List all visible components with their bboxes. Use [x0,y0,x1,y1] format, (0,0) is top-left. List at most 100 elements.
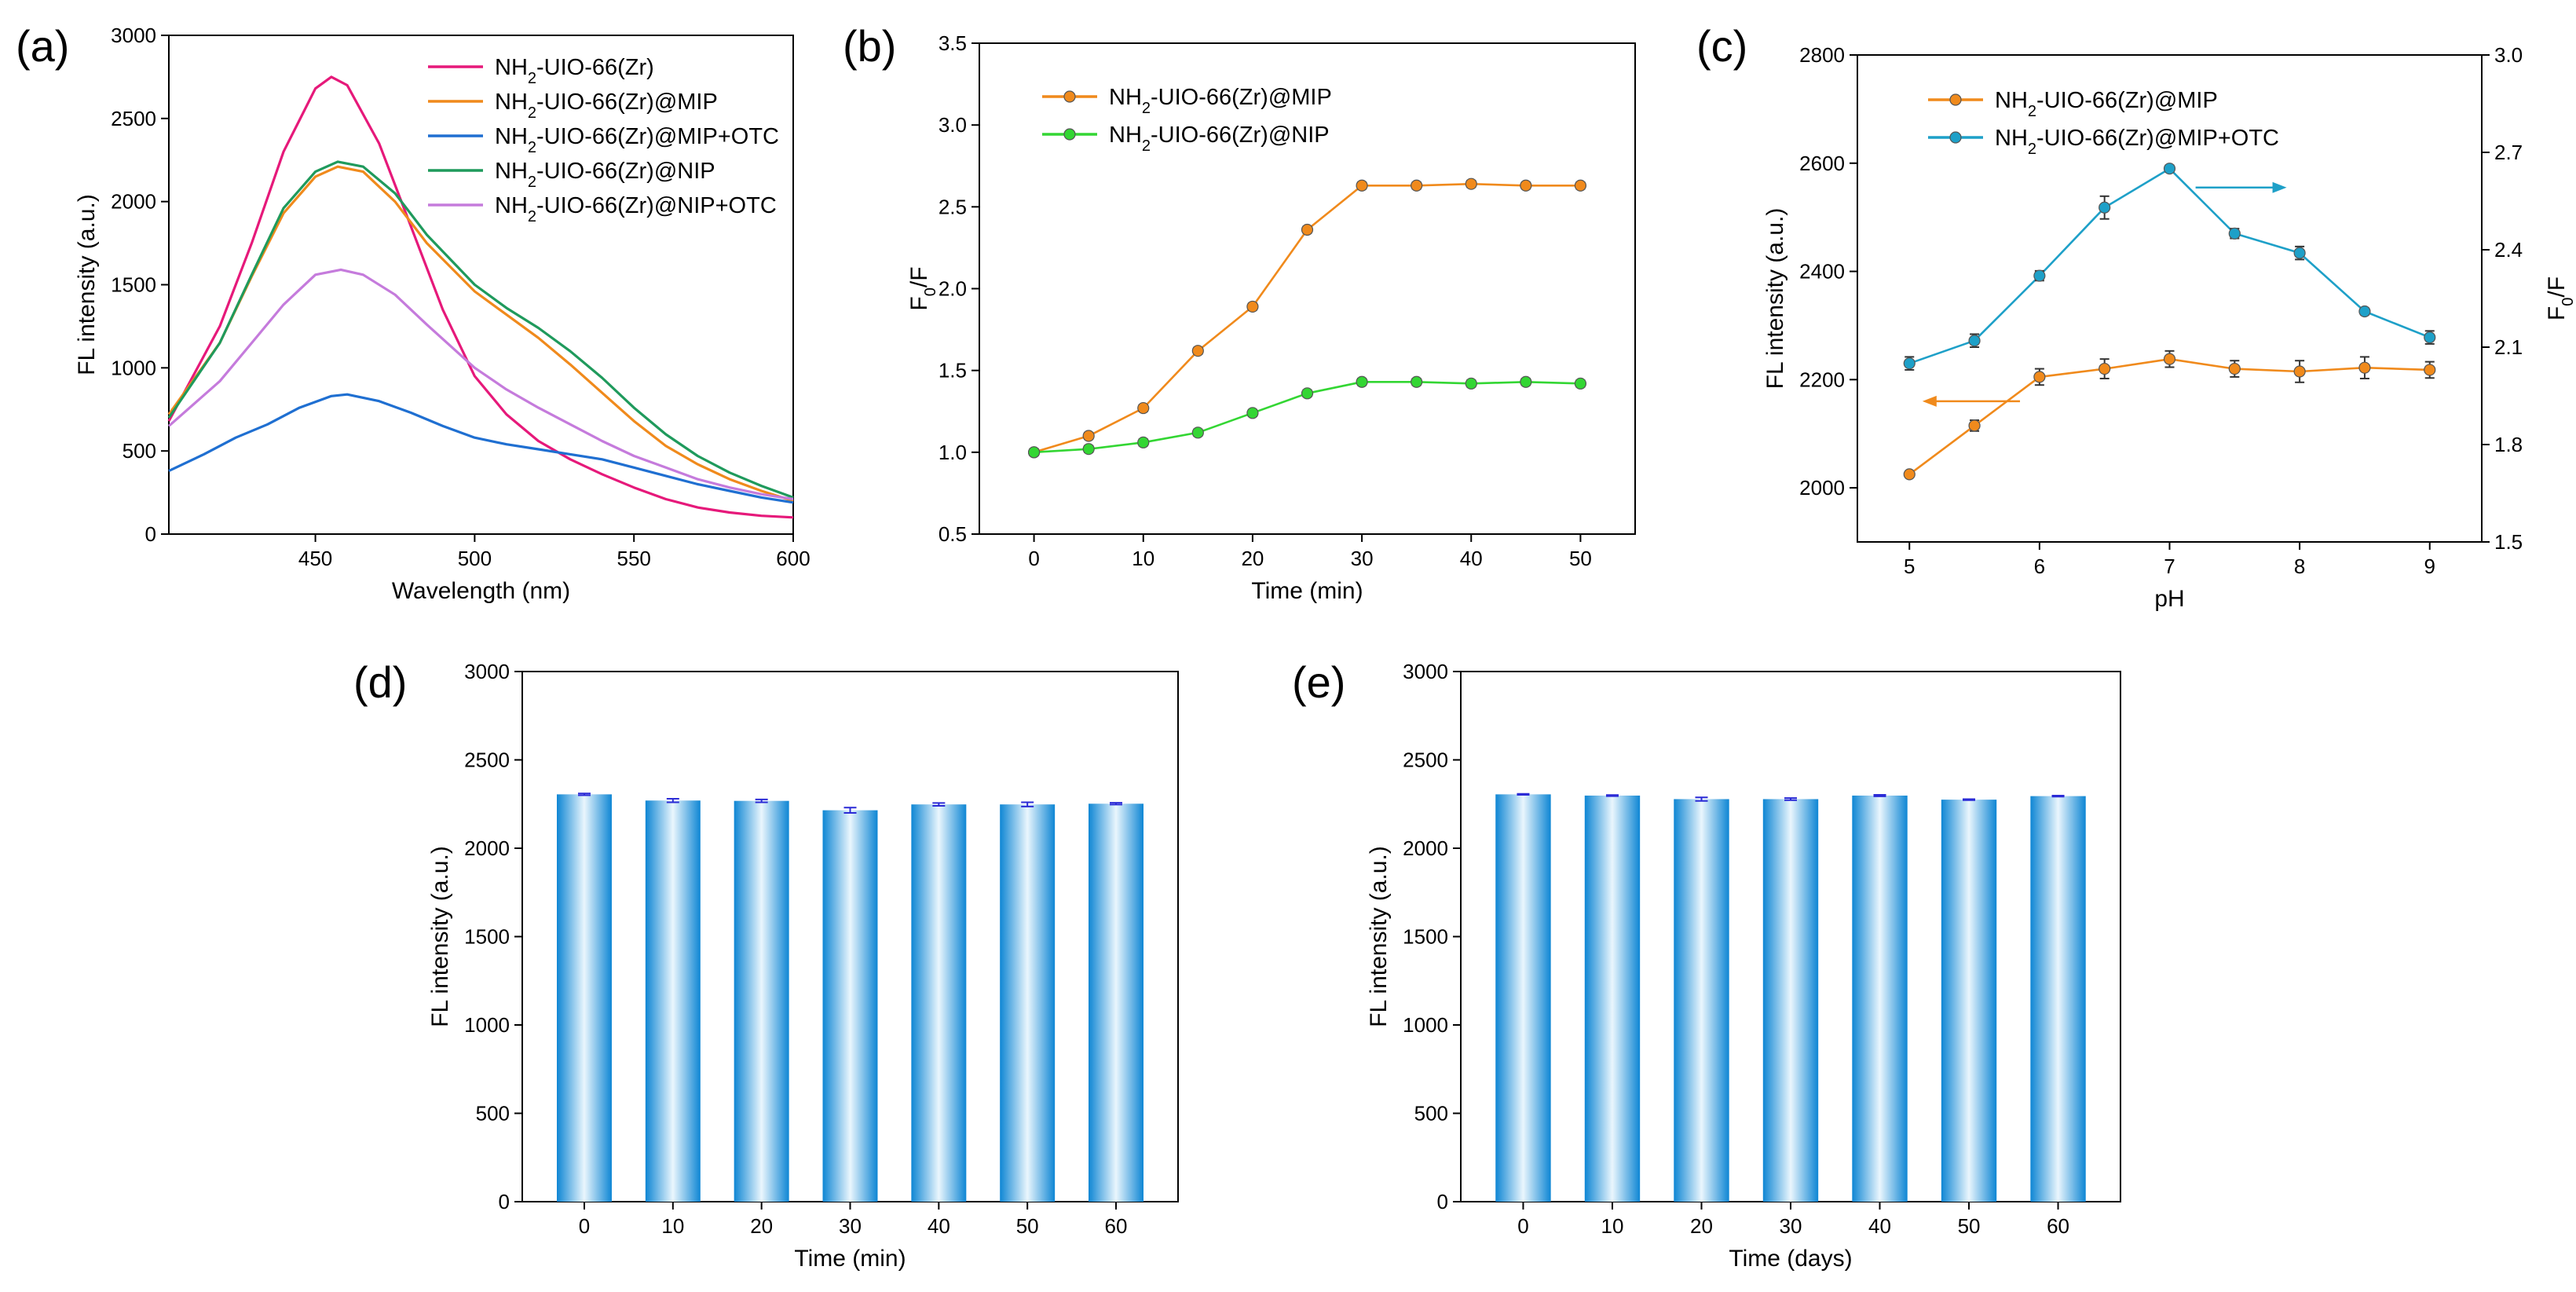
data-point-c-1 [2098,201,2111,214]
bar-e [1584,795,1641,1202]
y-axis-title-a: FL intensity (a.u.) [74,194,100,375]
data-point-b-0 [1356,179,1368,192]
x-tick-label-e: 20 [1690,1214,1713,1238]
y-tick-label-d: 2500 [464,748,510,772]
x-tick-label-e: 10 [1601,1214,1624,1238]
y-right-tick-label-c: 2.4 [2494,238,2523,262]
y-tick-label-b: 2.0 [939,277,967,301]
x-tick-label-e: 0 [1517,1214,1528,1238]
y-tick-label-a: 1500 [111,273,156,297]
x-tick-label-a: 600 [776,547,810,570]
y-tick-label-b: 1.0 [939,441,967,464]
bar-e [1674,799,1729,1202]
series-line-c-1 [1908,167,2431,364]
NH2-UIO-66(Zr)@MIP: NH2-UIO-66(Zr)@MIP [495,90,718,122]
bar-e [1852,795,1908,1202]
y-tick-label-e: 2500 [1403,748,1448,772]
x-tick-label-b: 0 [1028,547,1039,570]
y-tick-label-e: 3000 [1403,660,1448,683]
x-tick-label-a: 550 [617,547,650,570]
y-tick-label-e: 0 [1437,1190,1448,1213]
y-tick-label-b: 3.0 [939,113,967,137]
data-point-c-0 [2098,362,2111,375]
x-axis-title-d: Time (min) [794,1246,906,1272]
x-tick-label-d: 10 [661,1214,684,1238]
y-tick-label-d: 1500 [464,925,510,949]
x-tick-label-c: 5 [1904,554,1915,578]
bar-d [911,804,967,1202]
x-tick-label-c: 6 [2034,554,2045,578]
NH2-UIO-66(Zr)@NIP: NH2-UIO-66(Zr)@NIP [495,159,715,191]
NH2-UIO-66(Zr)@MIP+OTC: NH2-UIO-66(Zr)@MIP+OTC [1995,126,2279,158]
data-point-b-0 [1411,179,1423,192]
data-point-b-1 [1027,446,1041,459]
data-point-c-0 [1968,419,1981,432]
panel-a: (a) 0 500 1000 1500 2000 2500 3000 FL intensity … [16,21,810,604]
bar-d [557,794,612,1202]
x-tick-label-d: 60 [1105,1214,1128,1238]
y-tick-label-d: 0 [499,1190,510,1213]
panel-label-c: (c) [1696,21,1747,71]
panel-c: (c) 2000 2200 2400 2600 2800 FL intensity (a.u… [1696,21,2576,612]
x-tick-label-b: 40 [1460,547,1483,570]
series-line-a-1 [167,165,794,503]
y-right-tick-label-c: 2.1 [2494,335,2523,359]
y-tick-label-c: 2200 [1799,368,1845,391]
legend-marker-b [1063,128,1076,141]
bar-d [1089,803,1143,1202]
NH2-UIO-66(Zr)@MIP: NH2-UIO-66(Zr)@MIP [1995,88,2218,120]
data-point-c-0 [2358,361,2371,374]
y-axis-title-e: FL intensity (a.u.) [1366,846,1392,1027]
bar-e [2030,796,2086,1202]
y-right-tick-label-c: 2.7 [2494,141,2523,164]
x-tick-label-d: 50 [1016,1214,1039,1238]
data-point-b-0 [1137,401,1150,415]
y-tick-label-a: 1000 [111,356,156,379]
y-right-tick-label-c: 3.0 [2494,43,2523,67]
series-line-c-0 [1908,357,2430,475]
x-tick-label-e: 50 [1958,1214,1981,1238]
bar-e [1495,794,1551,1202]
series-line-a-2 [168,393,794,504]
panel-label-e: (e) [1292,657,1345,707]
plot-frame-b [979,42,1636,535]
bar-d [822,810,878,1202]
legend-marker-b [1063,90,1076,103]
y-right-tick-label-c: 1.8 [2494,433,2523,456]
x-tick-label-e: 40 [1868,1214,1891,1238]
legend-marker-c [1949,131,1962,144]
bar-d [734,800,789,1202]
data-point-b-1 [1520,375,1532,388]
data-point-c-0 [2228,362,2241,375]
data-point-b-1 [1411,375,1423,388]
y-tick-label-a: 500 [123,439,156,463]
y-axis-title-c: FL intensity (a.u.) [1762,208,1788,390]
data-point-c-0 [1903,468,1916,481]
x-tick-label-d: 30 [839,1214,862,1238]
x-tick-label-c: 7 [2164,554,2175,578]
NH2-UIO-66(Zr)@MIP: NH2-UIO-66(Zr)@MIP [1109,85,1332,117]
data-point-b-0 [1082,430,1095,442]
data-point-b-1 [1301,387,1314,400]
data-point-c-1 [2033,269,2046,282]
data-point-b-1 [1246,407,1259,419]
y-tick-label-b: 0.5 [939,522,967,546]
data-point-c-1 [2228,227,2241,240]
y-tick-label-c: 2800 [1799,43,1845,67]
x-tick-label-d: 40 [928,1214,950,1238]
data-point-c-1 [2358,305,2371,318]
bar-e [1762,799,1819,1202]
data-point-c-1 [2293,247,2306,259]
data-point-b-0 [1574,179,1587,192]
data-point-b-1 [1191,426,1204,439]
data-point-c-1 [2163,163,2176,175]
x-tick-label-d: 0 [579,1214,590,1238]
y-tick-label-a: 0 [145,522,156,546]
x-tick-label-c: 8 [2294,554,2305,578]
data-point-c-1 [1968,335,1981,347]
data-point-c-1 [1903,357,1916,370]
data-point-b-0 [1191,345,1204,357]
y-tick-label-c: 2400 [1799,260,1845,284]
